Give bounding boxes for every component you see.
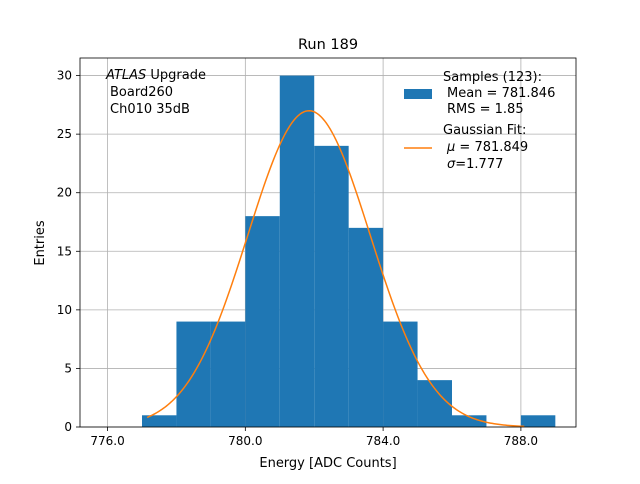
y-tick-label: 25 bbox=[57, 127, 72, 141]
histogram-bar bbox=[210, 321, 246, 427]
legend-fit-header: Gaussian Fit: bbox=[443, 123, 526, 138]
x-tick-label: 788.0 bbox=[504, 434, 538, 448]
legend-fit-mu: μ = 781.849 bbox=[446, 140, 528, 155]
histogram-bar bbox=[245, 216, 280, 427]
legend-sigma-value: =1.777 bbox=[455, 157, 503, 172]
x-tick-label: 776.0 bbox=[90, 434, 124, 448]
atlas-annotation: ATLAS Upgrade Board260 Ch010 35dB bbox=[105, 68, 206, 117]
legend-samples-patch bbox=[404, 89, 432, 99]
x-tick-label: 780.0 bbox=[228, 434, 262, 448]
y-tick-label: 5 bbox=[64, 361, 72, 375]
histogram-bar bbox=[383, 321, 418, 427]
annotation-atlas: ATLAS bbox=[105, 68, 146, 83]
histogram-bar bbox=[314, 145, 349, 427]
legend-fit-sigma: σ=1.777 bbox=[447, 157, 503, 172]
histogram-bar bbox=[452, 415, 487, 427]
x-tick-label: 784.0 bbox=[366, 434, 400, 448]
histogram-bar bbox=[142, 415, 177, 427]
annotation-line-2: Board260 bbox=[110, 85, 173, 100]
y-tick-label: 10 bbox=[57, 303, 72, 317]
histogram-bars bbox=[142, 75, 556, 428]
annotation-line-1: ATLAS Upgrade bbox=[105, 68, 206, 83]
annotation-line-3: Ch010 35dB bbox=[110, 102, 190, 117]
chart-title: Run 189 bbox=[298, 37, 358, 53]
legend: Samples (123): Mean = 781.846 RMS = 1.85… bbox=[404, 70, 555, 172]
histogram-bar bbox=[279, 75, 315, 428]
legend-samples-mean: Mean = 781.846 bbox=[447, 86, 555, 101]
legend-mu-symbol: μ bbox=[446, 140, 455, 155]
axis-ticks: 776.0 780.0 784.0 788.0 0 5 10 15 20 25 30 bbox=[57, 69, 538, 448]
histogram-bar bbox=[348, 227, 384, 427]
histogram-bar bbox=[417, 380, 452, 427]
plot-frame bbox=[79, 57, 577, 428]
y-tick-label: 20 bbox=[57, 186, 72, 200]
annotation-upgrade: Upgrade bbox=[146, 68, 206, 83]
gaussian-fit-curve bbox=[146, 109, 525, 428]
legend-samples-header: Samples (123): bbox=[443, 70, 542, 85]
legend-samples-rms: RMS = 1.85 bbox=[447, 102, 524, 117]
legend-mu-value: = 781.849 bbox=[455, 140, 528, 155]
histogram-bar bbox=[520, 415, 556, 427]
x-axis-label: Energy [ADC Counts] bbox=[259, 456, 396, 471]
y-tick-label: 0 bbox=[64, 420, 72, 434]
legend-sigma-symbol: σ bbox=[447, 157, 456, 172]
y-axis-label: Entries bbox=[33, 220, 48, 266]
y-tick-label: 15 bbox=[57, 244, 72, 258]
y-tick-label: 30 bbox=[57, 69, 72, 83]
